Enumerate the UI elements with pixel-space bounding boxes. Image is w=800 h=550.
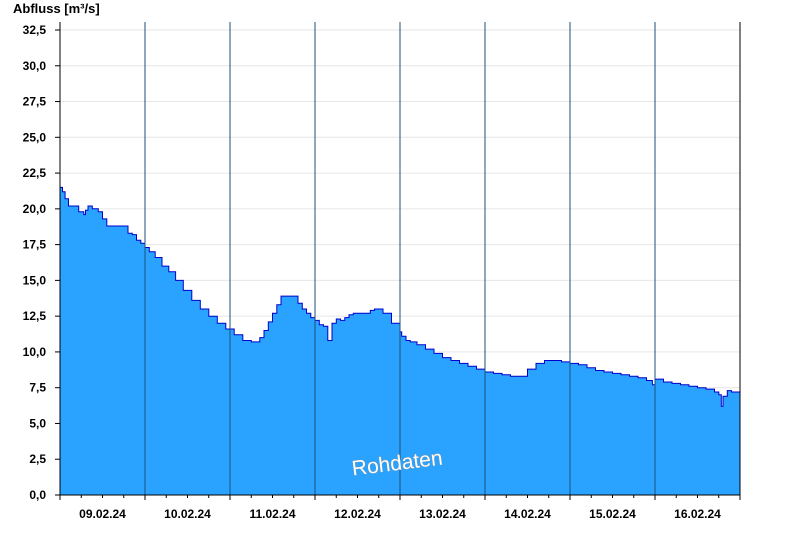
- y-tick-label: 27,5: [23, 95, 47, 109]
- x-tick-label: 16.02.24: [674, 507, 721, 521]
- y-tick-label: 17,5: [23, 238, 47, 252]
- y-tick-label: 2,5: [29, 452, 46, 466]
- y-axis-label: Abfluss [m³/s]: [13, 1, 100, 16]
- x-tick-label: 13.02.24: [419, 507, 466, 521]
- y-tick-label: 10,0: [23, 345, 47, 359]
- y-tick-label: 0,0: [29, 488, 46, 502]
- x-axis-ticks: 09.02.24 10.02.24 11.02.24 12.02.24 13.02.24…: [59, 495, 741, 521]
- y-tick-label: 32,5: [23, 23, 47, 37]
- y-tick-label: 30,0: [23, 59, 47, 73]
- day-divider-lines: [144, 22, 656, 495]
- y-tick-label: 20,0: [23, 202, 47, 216]
- y-tick-label: 7,5: [29, 381, 46, 395]
- x-tick-label: 14.02.24: [504, 507, 551, 521]
- y-tick-label: 12,5: [23, 309, 47, 323]
- y-tick-label: 15,0: [23, 273, 47, 287]
- y-tick-label: 5,0: [29, 416, 46, 430]
- x-tick-label: 12.02.24: [334, 507, 381, 521]
- series-line: [60, 186, 740, 407]
- x-tick-label: 15.02.24: [589, 507, 636, 521]
- x-tick-label: 10.02.24: [164, 507, 211, 521]
- x-tick-label: 11.02.24: [249, 507, 295, 521]
- y-tick-label: 25,0: [23, 130, 47, 144]
- y-tick-label: 22,5: [23, 166, 47, 180]
- y-axis-ticks: 0,0 2,5 5,0 7,5 10,0 12,5 15,0 17,5 20,0 22,5 25,0…: [23, 23, 60, 502]
- x-tick-label: 09.02.24: [79, 507, 126, 521]
